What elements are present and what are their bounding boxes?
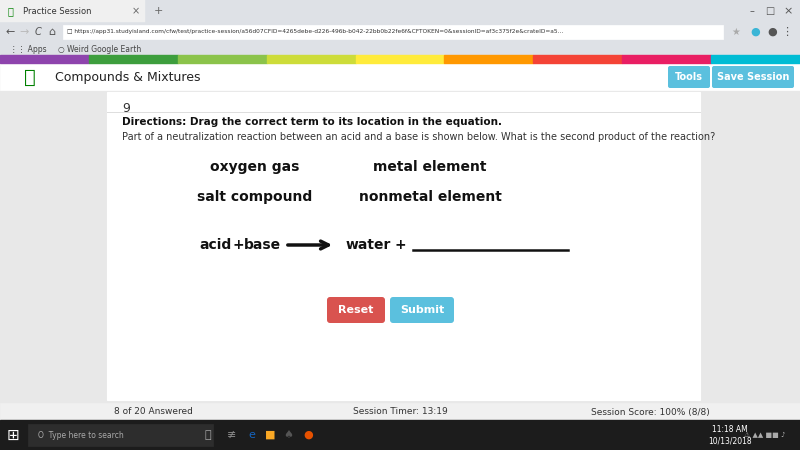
FancyBboxPatch shape (390, 297, 454, 323)
Text: oxygen gas: oxygen gas (210, 160, 300, 174)
Text: ⋮⋮ Apps: ⋮⋮ Apps (10, 45, 46, 54)
Text: □: □ (766, 6, 774, 16)
Bar (266, 55, 355, 63)
Bar (355, 55, 445, 63)
Text: ●: ● (767, 27, 777, 37)
Text: base: base (243, 238, 281, 252)
Bar (0, 0, 145, 22)
Text: e: e (249, 430, 255, 440)
Bar (0, 63, 800, 90)
Text: Session Timer: 13:19: Session Timer: 13:19 (353, 408, 447, 417)
FancyBboxPatch shape (668, 66, 710, 88)
Bar (445, 55, 534, 63)
Bar (711, 55, 800, 63)
Bar (107, 92, 700, 400)
Text: ⌂: ⌂ (49, 27, 55, 37)
Bar (534, 55, 622, 63)
Text: ⋮: ⋮ (782, 27, 793, 37)
Text: ♠: ♠ (283, 430, 293, 440)
Text: Save Session: Save Session (717, 72, 789, 82)
Text: Compounds & Mixtures: Compounds & Mixtures (55, 71, 201, 84)
Bar (0, 0, 800, 22)
Text: water: water (346, 238, 390, 252)
Bar (89, 55, 178, 63)
FancyBboxPatch shape (712, 66, 794, 88)
Text: □ https://app31.studyisland.com/cfw/test/practice-session/a56d07CFID=4265debe-d2: □ https://app31.studyisland.com/cfw/test… (67, 30, 563, 35)
Bar (0, 90, 800, 403)
Text: salt compound: salt compound (198, 190, 313, 204)
Text: acid: acid (199, 238, 231, 252)
Text: metal element: metal element (374, 160, 486, 174)
Text: 8 of 20 Answered: 8 of 20 Answered (114, 408, 193, 417)
Text: ≢: ≢ (227, 430, 237, 440)
Text: nonmetal element: nonmetal element (358, 190, 502, 204)
Bar (0, 403, 800, 420)
Text: ×: × (132, 6, 140, 16)
Text: ●: ● (750, 27, 760, 37)
Text: 🌴: 🌴 (7, 6, 13, 16)
Text: ←: ← (6, 27, 14, 37)
Bar (0, 55, 89, 63)
Bar (0, 420, 800, 450)
Text: 9: 9 (122, 102, 130, 115)
Text: +: + (154, 6, 162, 16)
Bar (63, 25, 723, 39)
Text: Reset: Reset (338, 305, 374, 315)
Text: ●: ● (303, 430, 313, 440)
Text: ⌶: ⌶ (205, 430, 211, 440)
Text: ⚠ ▲▲ ■■ ♪: ⚠ ▲▲ ■■ ♪ (744, 432, 786, 438)
Bar (0, 42, 800, 55)
FancyBboxPatch shape (327, 297, 385, 323)
Bar (622, 55, 711, 63)
Text: 10/13/2018: 10/13/2018 (708, 436, 752, 446)
Text: →: → (19, 27, 29, 37)
Text: Session Score: 100% (8/8): Session Score: 100% (8/8) (590, 408, 710, 417)
Text: Submit: Submit (400, 305, 444, 315)
Text: C: C (34, 27, 42, 37)
Bar (178, 55, 266, 63)
Text: ×: × (783, 6, 793, 16)
Text: Part of a neutralization reaction between an acid and a base is shown below. Wha: Part of a neutralization reaction betwee… (122, 132, 715, 142)
Bar (0, 22, 800, 42)
Text: 🌴: 🌴 (24, 68, 36, 86)
Text: +: + (232, 238, 244, 252)
Text: ⊞: ⊞ (6, 428, 19, 442)
Text: ■: ■ (265, 430, 275, 440)
Text: Practice Session: Practice Session (23, 6, 91, 15)
Text: O  Type here to search: O Type here to search (38, 431, 124, 440)
Text: ○ Weird Google Earth: ○ Weird Google Earth (58, 45, 142, 54)
Bar (28, 424, 213, 446)
Text: ★: ★ (732, 27, 740, 37)
Text: 11:18 AM: 11:18 AM (712, 426, 748, 435)
Text: Directions: Drag the correct term to its location in the equation.: Directions: Drag the correct term to its… (122, 117, 502, 127)
Text: Tools: Tools (675, 72, 703, 82)
Text: +: + (394, 238, 406, 252)
Text: –: – (750, 6, 754, 16)
